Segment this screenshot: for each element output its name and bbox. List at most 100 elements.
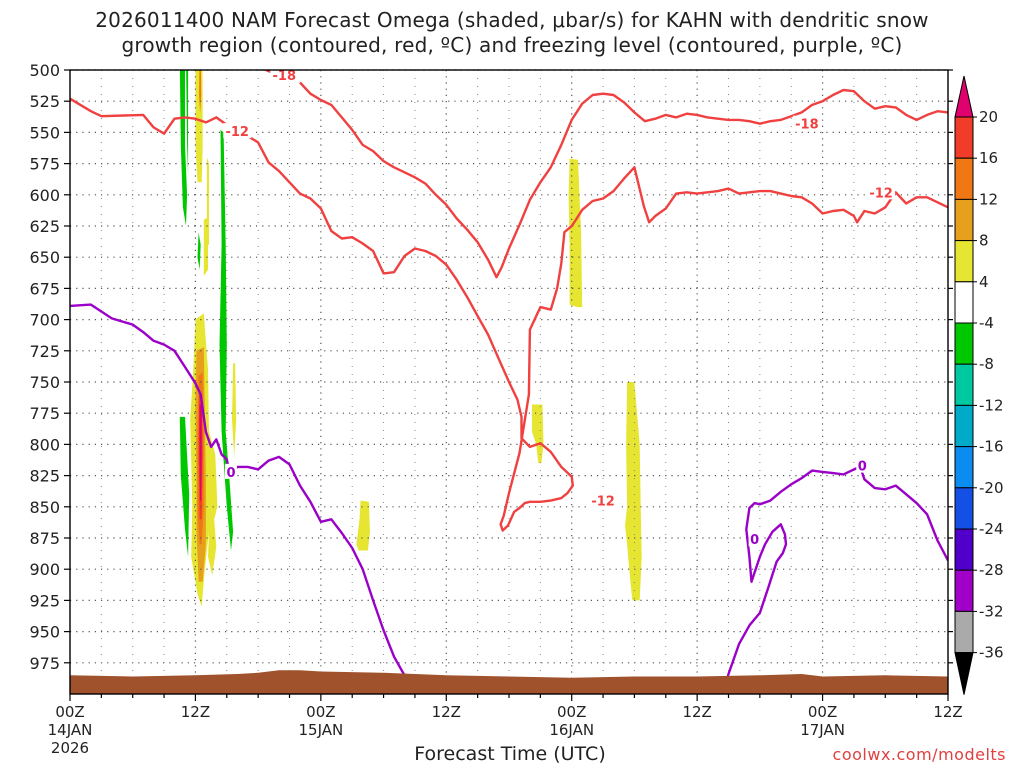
colorbar-label-6: -8 xyxy=(979,355,994,373)
freezing_level-label-bg-1 xyxy=(748,531,761,547)
freezing_level-label-0: 0 xyxy=(226,466,235,481)
y-tick-label-850: 850 xyxy=(29,498,60,517)
dendritic_minus12-label-1: -12 xyxy=(591,495,615,510)
omega-region-0 xyxy=(179,70,188,226)
dendritic_minus12-label-bg-1 xyxy=(589,492,618,508)
colorbar-box-12 xyxy=(954,610,974,654)
source-credit: coolwx.com/modelts xyxy=(832,745,1006,764)
freezing_level-line-extra-0 xyxy=(722,465,948,694)
x-tick-label-24: 00Z xyxy=(306,703,335,721)
y-tick-label-575: 575 xyxy=(29,155,60,174)
colorbar-label-2: 12 xyxy=(979,190,998,208)
y-tick-label-600: 600 xyxy=(29,186,60,205)
colorbar-box-7 xyxy=(954,404,974,448)
x-axis-label: Forecast Time (UTC) xyxy=(414,743,606,765)
x-tick-label-48: 00Z xyxy=(557,703,586,721)
dendritic_minus18-label-1: -18 xyxy=(795,118,819,133)
omega-region-9 xyxy=(232,363,237,457)
x-tick-date-48: 16JAN xyxy=(549,721,594,739)
dendritic_minus18-label-0: -18 xyxy=(273,69,297,84)
colorbar-top-arrow xyxy=(954,75,974,118)
freezing_level-label-bg-0 xyxy=(224,463,237,479)
dendritic_minus18-label-bg-1 xyxy=(792,115,821,131)
y-tick-label-925: 925 xyxy=(29,591,60,610)
colorbar-box-3 xyxy=(954,240,974,283)
freezing_level-label-bg-2 xyxy=(856,457,869,473)
dendritic_minus12-line xyxy=(70,97,948,532)
y-tick-label-525: 525 xyxy=(29,92,60,111)
omega-region-2 xyxy=(197,232,201,270)
omega-region-4 xyxy=(219,129,234,551)
x-tick-label-0: 00Z xyxy=(55,703,84,721)
chart-title-line1: 2026011400 NAM Forecast Omega (shaded, μ… xyxy=(95,8,929,32)
colorbar-box-0 xyxy=(954,116,974,159)
y-tick-label-650: 650 xyxy=(29,248,60,267)
colorbar-box-5 xyxy=(954,322,974,365)
y-tick-label-950: 950 xyxy=(29,623,60,642)
dendritic_minus12-label-2: -12 xyxy=(869,186,893,201)
dendritic_minus18-label-bg-0 xyxy=(270,66,299,82)
dendritic_minus18-line xyxy=(299,81,948,279)
y-tick-label-825: 825 xyxy=(29,467,60,486)
y-tick-label-800: 800 xyxy=(29,435,60,454)
y-tick-label-725: 725 xyxy=(29,342,60,361)
colorbar-label-1: 16 xyxy=(979,149,998,167)
colorbar: 20 16 12 8 4 -4 -8 -12 -16 -20 -24 -28 -32 -36 xyxy=(954,75,1004,695)
x-tick-label-36: 12Z xyxy=(432,703,461,721)
colorbar-label-11: -28 xyxy=(979,561,1004,579)
y-axis: 500 525 550 575 600 625 650 675 700 725 750 775 800 8… xyxy=(29,61,953,673)
colorbar-label-0: 20 xyxy=(979,108,998,126)
omega-region-10 xyxy=(356,500,370,551)
x-tick-date-72: 17JAN xyxy=(800,721,845,739)
colorbar-label-4: 4 xyxy=(979,273,989,291)
colorbar-box-2 xyxy=(954,198,974,242)
x-tick-label-60: 12Z xyxy=(682,703,711,721)
omega-shading-layer xyxy=(179,70,642,607)
colorbar-label-13: -36 xyxy=(979,644,1004,662)
grid-layer xyxy=(70,69,948,694)
colorbar-label-5: -4 xyxy=(979,314,994,332)
omega-region-7 xyxy=(206,157,209,245)
dendritic_minus12-label-bg-2 xyxy=(867,184,896,200)
colorbar-bottom-arrow xyxy=(954,652,974,695)
colorbar-box-11 xyxy=(954,569,974,612)
colorbar-box-9 xyxy=(954,487,974,530)
colorbar-box-10 xyxy=(954,528,974,571)
dendritic_minus12-label-0: -12 xyxy=(225,125,249,140)
x-tick-year-0: 2026 xyxy=(51,739,89,757)
x-tick-label-84: 12Z xyxy=(933,703,962,721)
x-tick-label-12: 12Z xyxy=(181,703,210,721)
y-tick-label-500: 500 xyxy=(29,61,60,80)
colorbar-box-8 xyxy=(954,446,974,489)
y-tick-label-900: 900 xyxy=(29,560,60,579)
omega-region-17 xyxy=(199,404,202,501)
colorbar-label-10: -24 xyxy=(979,520,1004,538)
colorbar-label-3: 8 xyxy=(979,232,989,250)
omega-region-19 xyxy=(199,70,202,114)
freezing_level-label-1: 0 xyxy=(750,533,759,548)
y-tick-label-975: 975 xyxy=(29,654,60,673)
y-tick-label-625: 625 xyxy=(29,217,60,236)
colorbar-label-9: -20 xyxy=(979,479,1004,497)
omega-region-1 xyxy=(186,70,189,177)
colorbar-box-1 xyxy=(954,157,974,200)
x-tick-date-24: 15JAN xyxy=(298,721,343,739)
y-tick-label-775: 775 xyxy=(29,404,60,423)
y-tick-label-750: 750 xyxy=(29,373,60,392)
omega-region-11 xyxy=(568,158,583,308)
freezing_level-line xyxy=(70,303,406,676)
colorbar-box-4 xyxy=(954,281,974,324)
x-tick-date-0: 14JAN xyxy=(48,721,93,739)
y-tick-label-875: 875 xyxy=(29,529,60,548)
omega-region-13 xyxy=(625,382,642,601)
x-tick-label-72: 00Z xyxy=(808,703,837,721)
freezing_level-label-2: 0 xyxy=(858,460,867,475)
y-tick-label-700: 700 xyxy=(29,311,60,330)
omega-region-3 xyxy=(179,416,190,557)
contour-label-layer: -18 -18 -12 -12 -12 0 0 0 xyxy=(223,66,896,548)
colorbar-label-7: -12 xyxy=(979,396,1004,414)
colorbar-box-6 xyxy=(954,363,974,406)
colorbar-label-8: -16 xyxy=(979,438,1004,456)
